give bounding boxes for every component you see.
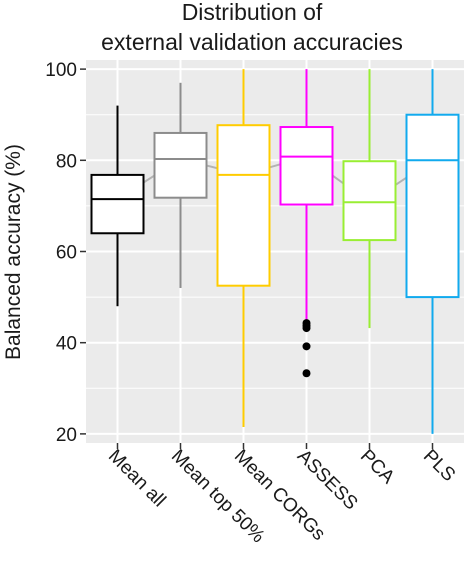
- chart-title-line-1: Distribution of: [182, 0, 323, 25]
- boxes: [90, 69, 460, 434]
- x-tick-label: PLS: [419, 446, 459, 486]
- outlier-point-3: [302, 342, 311, 351]
- x-tick-label: PCA: [356, 446, 399, 489]
- box-body: [216, 124, 271, 287]
- box-2: [216, 69, 271, 428]
- chart-title-line-2: external validation accuracies: [101, 29, 403, 55]
- box-0: [90, 105, 145, 307]
- y-tick-label: 60: [56, 243, 77, 264]
- box-body: [405, 113, 460, 299]
- outlier-point-2: [302, 324, 311, 333]
- y-axis-ticks: 20 40 60 80 100: [45, 60, 86, 446]
- y-tick-label: 80: [56, 151, 77, 172]
- box-1: [153, 82, 208, 288]
- y-tick-label: 20: [56, 425, 77, 446]
- box-5: [405, 69, 460, 434]
- chart-title: Distribution of external validation accu…: [101, 0, 403, 55]
- box-4: [342, 69, 397, 329]
- box-3: [279, 69, 334, 378]
- y-axis-title: Balanced accuracy (%): [2, 144, 25, 360]
- outlier-point-4: [302, 369, 311, 378]
- y-tick-label: 100: [45, 60, 77, 81]
- y-tick-label: 40: [56, 334, 77, 355]
- x-tick-label: Mean all: [104, 446, 170, 512]
- box-body: [279, 126, 334, 206]
- box-body: [153, 131, 208, 199]
- box-body: [342, 160, 397, 242]
- box-body: [90, 173, 145, 235]
